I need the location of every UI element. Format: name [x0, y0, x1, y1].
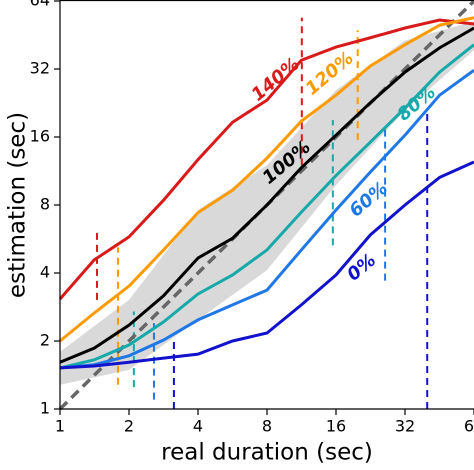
x-tick-label: 4 — [193, 417, 203, 436]
series-label: 0% — [343, 250, 380, 286]
series-line — [58, 18, 474, 300]
series-line — [59, 43, 474, 370]
x-axis-label: real duration (sec) — [161, 440, 373, 466]
series-label: 140% — [248, 54, 304, 106]
x-tick-label: 8 — [262, 417, 272, 436]
x-tick-label: 1 — [55, 417, 65, 436]
y-tick-label: 4 — [40, 263, 50, 282]
x-tick-label: 64 — [464, 417, 474, 436]
y-tick-label: 1 — [40, 399, 50, 418]
y-axis-label: estimation (sec) — [5, 112, 31, 298]
series-line — [59, 69, 474, 370]
y-tick-label: 8 — [40, 195, 50, 214]
y-tick-label: 2 — [40, 331, 50, 350]
x-tick-label: 16 — [326, 417, 346, 436]
series-line — [59, 16, 474, 343]
series-line — [59, 26, 474, 364]
y-tick-label: 32 — [30, 59, 50, 78]
series-line — [59, 160, 474, 370]
y-tick-label: 16 — [30, 127, 50, 146]
y-tick-label: 64 — [30, 0, 50, 10]
x-tick-label: 32 — [395, 417, 415, 436]
x-tick-label: 2 — [124, 417, 134, 436]
